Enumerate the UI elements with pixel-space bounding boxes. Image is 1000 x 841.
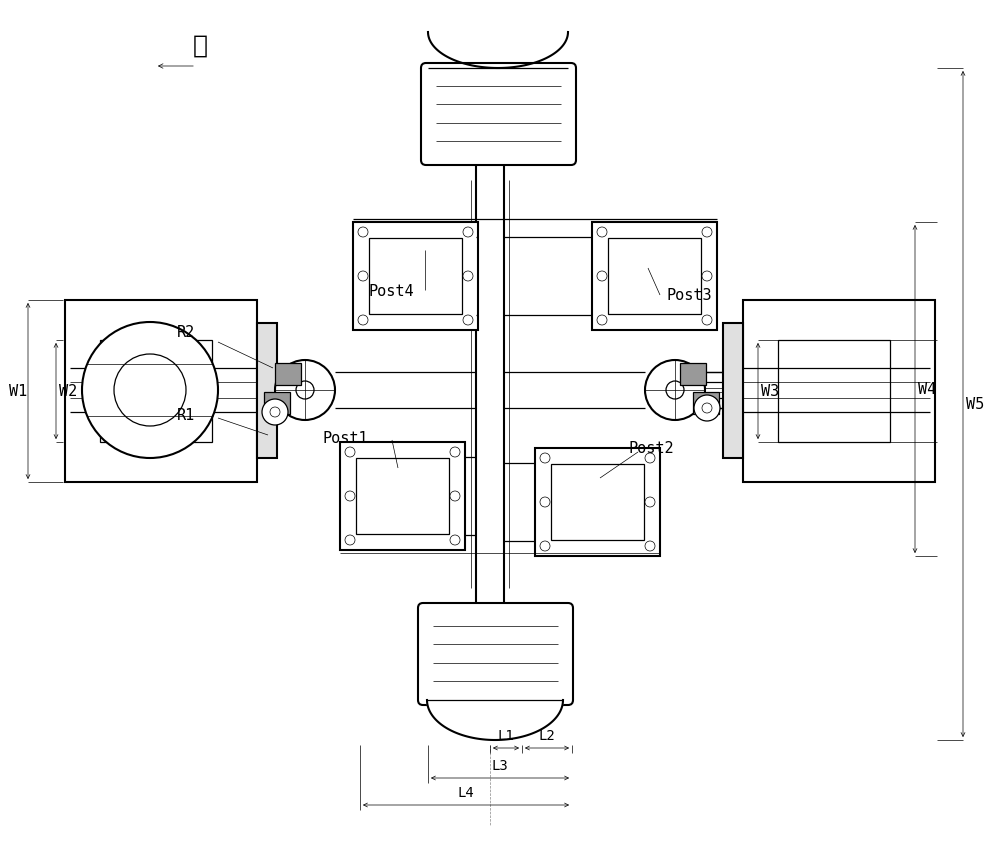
Polygon shape (427, 700, 563, 740)
Circle shape (345, 491, 355, 501)
Text: W1: W1 (9, 383, 27, 399)
Circle shape (702, 403, 712, 413)
Text: W5: W5 (966, 396, 984, 411)
Bar (353, 222, 478, 330)
Circle shape (358, 271, 368, 281)
Text: Post2: Post2 (628, 441, 674, 456)
Circle shape (114, 354, 186, 426)
Bar (551, 464, 644, 540)
Circle shape (262, 399, 288, 425)
Text: L1: L1 (498, 729, 514, 743)
Circle shape (702, 227, 712, 237)
Bar (65, 300, 257, 482)
Circle shape (450, 491, 460, 501)
Text: Post1: Post1 (322, 431, 368, 446)
Bar (535, 448, 660, 556)
Circle shape (463, 315, 473, 325)
Bar (743, 300, 935, 482)
Bar (340, 442, 465, 550)
Text: L2: L2 (539, 729, 555, 743)
Circle shape (645, 360, 705, 420)
Polygon shape (428, 32, 568, 68)
Circle shape (702, 271, 712, 281)
Circle shape (540, 541, 550, 551)
Circle shape (645, 497, 655, 507)
Bar (264, 392, 290, 414)
Circle shape (597, 271, 607, 281)
Bar (369, 238, 462, 314)
Bar (608, 238, 701, 314)
Circle shape (540, 497, 550, 507)
Text: W3: W3 (761, 383, 779, 399)
Circle shape (645, 453, 655, 463)
Text: W2: W2 (59, 383, 77, 399)
Circle shape (450, 447, 460, 457)
Circle shape (540, 453, 550, 463)
Circle shape (345, 447, 355, 457)
Circle shape (694, 395, 720, 421)
Circle shape (463, 271, 473, 281)
Text: R2: R2 (177, 325, 195, 340)
Text: L3: L3 (492, 759, 508, 773)
Text: Post4: Post4 (368, 284, 414, 299)
Circle shape (275, 360, 335, 420)
Circle shape (345, 535, 355, 545)
Bar (356, 458, 449, 534)
FancyBboxPatch shape (418, 603, 573, 705)
Bar (680, 363, 706, 385)
Bar (723, 323, 743, 458)
Bar (100, 340, 212, 442)
Circle shape (463, 227, 473, 237)
Circle shape (270, 407, 280, 417)
Circle shape (597, 227, 607, 237)
Bar (592, 222, 717, 330)
Text: R1: R1 (177, 408, 195, 422)
Circle shape (645, 541, 655, 551)
Circle shape (358, 227, 368, 237)
Bar (257, 323, 277, 458)
Circle shape (450, 535, 460, 545)
Circle shape (296, 381, 314, 399)
Text: 轴: 轴 (192, 34, 208, 57)
Text: L4: L4 (458, 786, 474, 800)
Circle shape (358, 315, 368, 325)
Text: Post3: Post3 (666, 288, 712, 304)
Text: W4: W4 (918, 382, 936, 396)
FancyBboxPatch shape (421, 63, 576, 165)
Bar (693, 392, 719, 414)
Bar (778, 340, 890, 442)
Circle shape (597, 315, 607, 325)
Circle shape (82, 322, 218, 458)
Circle shape (702, 315, 712, 325)
Circle shape (666, 381, 684, 399)
Bar (275, 363, 301, 385)
